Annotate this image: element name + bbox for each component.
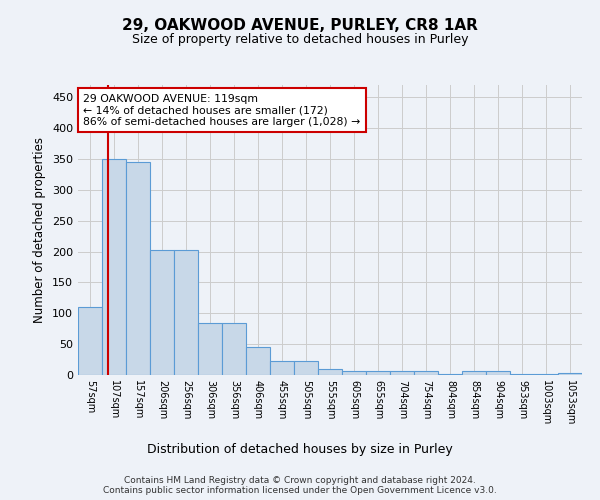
Bar <box>318 369 342 375</box>
Bar <box>438 374 462 375</box>
Text: Contains HM Land Registry data © Crown copyright and database right 2024.
Contai: Contains HM Land Registry data © Crown c… <box>103 476 497 495</box>
Text: Size of property relative to detached houses in Purley: Size of property relative to detached ho… <box>132 32 468 46</box>
Bar <box>510 374 534 375</box>
Bar <box>126 162 150 375</box>
Bar <box>198 322 222 375</box>
Y-axis label: Number of detached properties: Number of detached properties <box>34 137 46 323</box>
Bar <box>366 372 390 375</box>
Bar <box>150 250 174 375</box>
Bar <box>462 370 486 375</box>
Bar <box>342 370 366 375</box>
Bar <box>102 159 126 375</box>
Bar <box>558 372 582 375</box>
Text: 29 OAKWOOD AVENUE: 119sqm
← 14% of detached houses are smaller (172)
86% of semi: 29 OAKWOOD AVENUE: 119sqm ← 14% of detac… <box>83 94 360 127</box>
Bar <box>294 362 318 375</box>
Text: Distribution of detached houses by size in Purley: Distribution of detached houses by size … <box>147 442 453 456</box>
Text: 29, OAKWOOD AVENUE, PURLEY, CR8 1AR: 29, OAKWOOD AVENUE, PURLEY, CR8 1AR <box>122 18 478 32</box>
Bar <box>78 307 102 375</box>
Bar <box>246 346 270 375</box>
Bar <box>390 372 414 375</box>
Bar <box>222 322 246 375</box>
Bar <box>534 374 558 375</box>
Bar <box>414 372 438 375</box>
Bar <box>174 250 198 375</box>
Bar <box>270 361 294 375</box>
Bar <box>486 370 510 375</box>
